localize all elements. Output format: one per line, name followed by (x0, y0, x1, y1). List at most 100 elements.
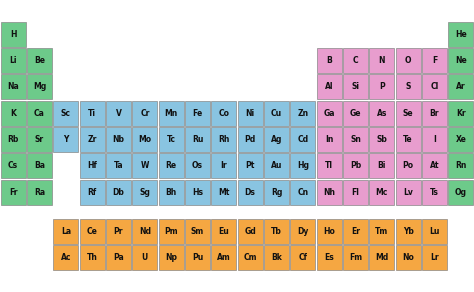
Text: Au: Au (271, 161, 282, 170)
Text: Br: Br (430, 109, 439, 118)
Text: W: W (141, 161, 149, 170)
Text: Ca: Ca (34, 109, 45, 118)
FancyBboxPatch shape (0, 153, 26, 178)
FancyBboxPatch shape (290, 245, 315, 270)
Text: Th: Th (87, 253, 98, 263)
FancyBboxPatch shape (106, 219, 131, 244)
FancyBboxPatch shape (396, 48, 420, 73)
Text: Md: Md (375, 253, 389, 263)
Text: At: At (430, 161, 439, 170)
FancyBboxPatch shape (53, 127, 78, 152)
Text: Nh: Nh (323, 187, 335, 197)
Text: Ac: Ac (61, 253, 71, 263)
Text: Os: Os (192, 161, 203, 170)
FancyBboxPatch shape (0, 127, 26, 152)
Text: K: K (10, 109, 16, 118)
FancyBboxPatch shape (343, 48, 368, 73)
FancyBboxPatch shape (264, 100, 289, 126)
FancyBboxPatch shape (159, 100, 184, 126)
Text: Cs: Cs (8, 161, 18, 170)
FancyBboxPatch shape (396, 245, 420, 270)
FancyBboxPatch shape (317, 245, 342, 270)
FancyBboxPatch shape (343, 180, 368, 205)
FancyBboxPatch shape (290, 127, 315, 152)
Text: Pa: Pa (113, 253, 124, 263)
FancyBboxPatch shape (0, 48, 26, 73)
FancyBboxPatch shape (106, 245, 131, 270)
FancyBboxPatch shape (369, 127, 394, 152)
FancyBboxPatch shape (448, 22, 474, 47)
Text: No: No (402, 253, 414, 263)
FancyBboxPatch shape (422, 219, 447, 244)
FancyBboxPatch shape (396, 127, 420, 152)
FancyBboxPatch shape (106, 180, 131, 205)
Text: H: H (10, 29, 17, 39)
FancyBboxPatch shape (448, 127, 474, 152)
Text: Kr: Kr (456, 109, 465, 118)
FancyBboxPatch shape (369, 245, 394, 270)
FancyBboxPatch shape (448, 153, 474, 178)
Text: Ru: Ru (192, 135, 203, 144)
FancyBboxPatch shape (211, 219, 237, 244)
Text: As: As (377, 109, 387, 118)
FancyBboxPatch shape (237, 100, 263, 126)
FancyBboxPatch shape (396, 100, 420, 126)
Text: Ne: Ne (455, 56, 467, 65)
FancyBboxPatch shape (0, 100, 26, 126)
FancyBboxPatch shape (264, 219, 289, 244)
FancyBboxPatch shape (264, 245, 289, 270)
FancyBboxPatch shape (211, 127, 237, 152)
Text: Rb: Rb (8, 135, 19, 144)
FancyBboxPatch shape (369, 153, 394, 178)
FancyBboxPatch shape (369, 180, 394, 205)
Text: He: He (455, 29, 467, 39)
FancyBboxPatch shape (106, 127, 131, 152)
Text: Ho: Ho (323, 227, 335, 236)
Text: Pu: Pu (192, 253, 203, 263)
FancyBboxPatch shape (264, 127, 289, 152)
Text: Np: Np (165, 253, 177, 263)
FancyBboxPatch shape (211, 245, 237, 270)
FancyBboxPatch shape (264, 180, 289, 205)
Text: S: S (405, 82, 411, 91)
Text: Xe: Xe (456, 135, 466, 144)
FancyBboxPatch shape (369, 219, 394, 244)
Text: Cr: Cr (140, 109, 149, 118)
Text: Se: Se (403, 109, 413, 118)
Text: Fr: Fr (9, 187, 18, 197)
FancyBboxPatch shape (0, 180, 26, 205)
Text: Hs: Hs (192, 187, 203, 197)
FancyBboxPatch shape (211, 180, 237, 205)
FancyBboxPatch shape (80, 100, 105, 126)
FancyBboxPatch shape (80, 219, 105, 244)
FancyBboxPatch shape (27, 48, 52, 73)
Text: Lv: Lv (403, 187, 413, 197)
Text: Gd: Gd (244, 227, 256, 236)
FancyBboxPatch shape (211, 153, 237, 178)
FancyBboxPatch shape (317, 48, 342, 73)
Text: Mt: Mt (218, 187, 229, 197)
FancyBboxPatch shape (290, 180, 315, 205)
Text: Rn: Rn (455, 161, 466, 170)
FancyBboxPatch shape (237, 127, 263, 152)
Text: Ce: Ce (87, 227, 98, 236)
FancyBboxPatch shape (343, 127, 368, 152)
Text: Tl: Tl (325, 161, 333, 170)
FancyBboxPatch shape (80, 153, 105, 178)
Text: Ir: Ir (220, 161, 227, 170)
FancyBboxPatch shape (185, 180, 210, 205)
FancyBboxPatch shape (132, 153, 157, 178)
FancyBboxPatch shape (0, 22, 26, 47)
FancyBboxPatch shape (448, 74, 474, 99)
Text: Cl: Cl (430, 82, 438, 91)
Text: C: C (353, 56, 358, 65)
FancyBboxPatch shape (80, 180, 105, 205)
Text: Al: Al (325, 82, 333, 91)
FancyBboxPatch shape (27, 74, 52, 99)
Text: Ge: Ge (350, 109, 361, 118)
FancyBboxPatch shape (185, 153, 210, 178)
FancyBboxPatch shape (185, 100, 210, 126)
Text: Cu: Cu (271, 109, 282, 118)
Text: B: B (326, 56, 332, 65)
Text: P: P (379, 82, 385, 91)
